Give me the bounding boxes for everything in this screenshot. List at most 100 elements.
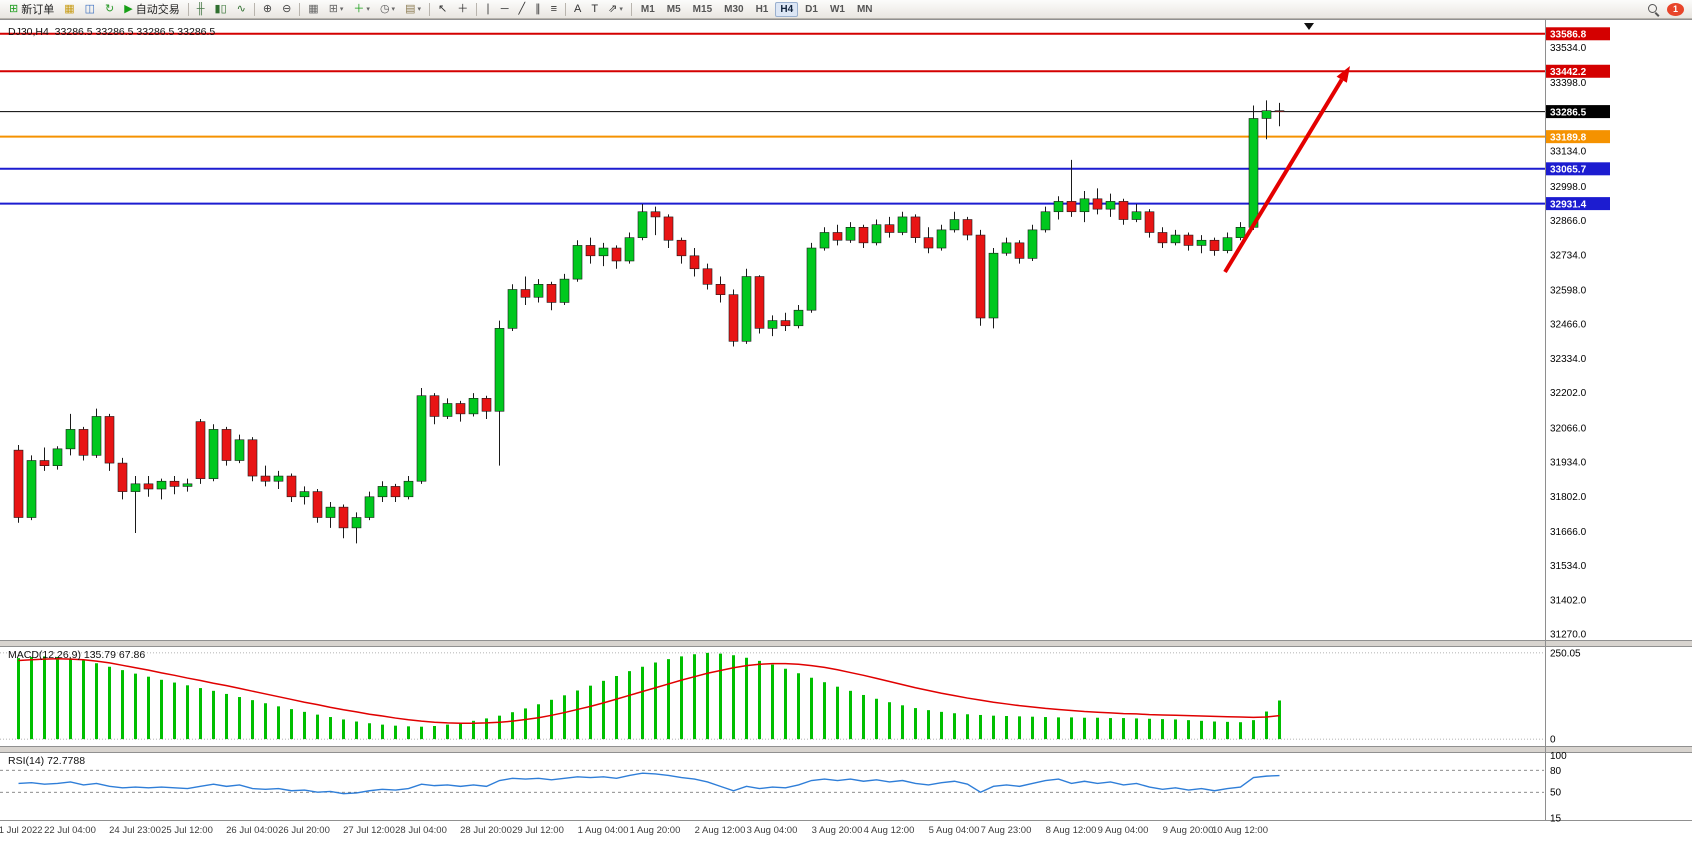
new-order-button-label: 新订单	[21, 4, 55, 16]
timeframe-mn[interactable]: MN	[856, 3, 873, 15]
timeframe-m5[interactable]: M5	[666, 3, 681, 15]
timeframe-m1[interactable]: M1	[640, 3, 655, 15]
main-chart-panel[interactable]	[0, 19, 1692, 640]
candle	[403, 476, 414, 500]
svg-text:32931.4: 32931.4	[1550, 199, 1587, 210]
candle	[364, 491, 375, 521]
text-icon[interactable]: A	[570, 0, 585, 18]
timeframe-h1[interactable]: H1	[755, 3, 769, 15]
panel-splitter[interactable]	[0, 746, 1692, 752]
candle	[286, 473, 297, 502]
arrows-icon[interactable]: ⇗ ▾	[604, 0, 627, 18]
candle	[1144, 209, 1155, 238]
svg-text:33442.2: 33442.2	[1550, 67, 1587, 78]
vertical-line-icon: ∣	[485, 2, 491, 15]
timeframe-d1[interactable]: D1	[805, 3, 818, 15]
candle	[182, 478, 193, 492]
candle	[1261, 100, 1272, 140]
line-chart-icon[interactable]: ∿	[233, 0, 250, 18]
candle	[429, 393, 440, 425]
vertical-line-icon[interactable]: ∣	[481, 0, 495, 18]
time-axis-label: 9 Aug 20:00	[1163, 825, 1214, 836]
candle	[1118, 198, 1129, 225]
new-chart-icon[interactable]: ⊞ ▾	[325, 0, 348, 18]
indicators-icon: ＋	[353, 2, 365, 15]
candlestick-chart-icon[interactable]: ▮▯	[211, 0, 231, 18]
macd-axis-label: 0	[1550, 735, 1556, 746]
candle	[377, 481, 388, 502]
candle	[117, 457, 128, 500]
horizontal-line-icon[interactable]: ─	[497, 0, 513, 18]
timeframe-w1[interactable]: W1	[829, 3, 845, 15]
rsi-axis-label: 100	[1550, 751, 1567, 762]
search-icon[interactable]	[1647, 3, 1660, 16]
time-axis-label: 10 Aug 12:00	[1212, 825, 1268, 836]
market-watch-icon: ▦	[64, 2, 75, 15]
candle	[13, 444, 24, 523]
text-label-icon[interactable]: T	[587, 0, 602, 18]
trendline-icon[interactable]: ╱	[515, 0, 530, 18]
candle	[234, 434, 245, 464]
candle	[325, 501, 336, 528]
candle	[130, 476, 141, 534]
candle	[754, 275, 765, 334]
toolbar-right-group: 1	[1647, 2, 1688, 16]
time-axis-label: 3 Aug 04:00	[747, 825, 798, 836]
panel-splitter[interactable]	[0, 640, 1692, 646]
dropdown-caret-icon: ▾	[366, 6, 370, 13]
candle	[624, 232, 635, 264]
svg-text:33065.7: 33065.7	[1550, 165, 1587, 176]
data-window-icon[interactable]: ◫	[81, 0, 99, 18]
market-watch-icon[interactable]: ▦	[60, 0, 78, 18]
bar-chart-icon[interactable]: ╫	[193, 0, 209, 18]
tile-windows-icon: ▦	[308, 2, 319, 15]
fibonacci-icon[interactable]: ≡	[547, 0, 561, 18]
zoom-out-icon: ⊖	[282, 2, 292, 15]
candlesticks	[13, 100, 1285, 544]
auto-trading-button[interactable]: ▶ 自动交易	[120, 0, 183, 18]
price-tick-label: 32202.0	[1550, 388, 1587, 399]
candle	[1066, 159, 1077, 217]
cursor-icon[interactable]: ↖	[434, 0, 451, 18]
rsi-panel[interactable]	[0, 752, 1692, 820]
channel-icon[interactable]: ∥	[531, 0, 545, 18]
arrows-icon: ⇗	[608, 2, 618, 15]
new-order-button[interactable]: ⊞ 新订单	[5, 0, 58, 18]
cursor-icon: ↖	[437, 2, 448, 15]
time-axis-label: 9 Aug 04:00	[1098, 825, 1149, 836]
indicators-icon[interactable]: ＋ ▾	[349, 0, 374, 18]
price-tick-label: 31666.0	[1550, 527, 1587, 538]
price-tick-label: 32998.0	[1550, 182, 1587, 193]
trend-arrow[interactable]	[1223, 66, 1350, 274]
templates-icon[interactable]: ▤ ▾	[401, 0, 425, 18]
chart-shift-marker[interactable]	[1304, 23, 1314, 30]
candle	[1027, 224, 1038, 261]
timeframe-m15[interactable]: M15	[692, 3, 713, 15]
candle	[520, 276, 531, 306]
price-badge: 32931.4	[1546, 197, 1610, 210]
candle	[780, 312, 791, 331]
time-axis-label: 3 Aug 20:00	[812, 825, 863, 836]
price-tick-label: 32066.0	[1550, 423, 1587, 434]
notification-badge[interactable]: 1	[1667, 2, 1684, 16]
timeframe-m30[interactable]: M30	[724, 3, 744, 15]
macd-panel[interactable]	[0, 646, 1692, 746]
timeframe-h4[interactable]: H4	[775, 1, 799, 17]
navigator-refresh-icon[interactable]: ↻	[101, 0, 118, 18]
zoom-in-icon[interactable]: ⊕	[259, 0, 276, 18]
candle	[572, 240, 583, 282]
auto-trading-icon: ▶	[124, 2, 133, 15]
time-axis-label: 21 Jul 2022	[0, 825, 43, 836]
time-axis-label: 1 Aug 20:00	[630, 825, 681, 836]
periods-icon[interactable]: ◷ ▾	[376, 0, 399, 18]
tile-windows-icon[interactable]: ▦	[304, 0, 322, 18]
crosshair-icon[interactable]: ＋	[453, 0, 472, 18]
candle	[1170, 229, 1181, 246]
candle	[884, 216, 895, 238]
candle	[871, 219, 882, 246]
candle	[585, 237, 596, 264]
zoom-out-icon[interactable]: ⊖	[278, 0, 295, 18]
price-badge: 33442.2	[1546, 64, 1610, 78]
candlestick-chart-icon: ▮▯	[214, 2, 227, 15]
